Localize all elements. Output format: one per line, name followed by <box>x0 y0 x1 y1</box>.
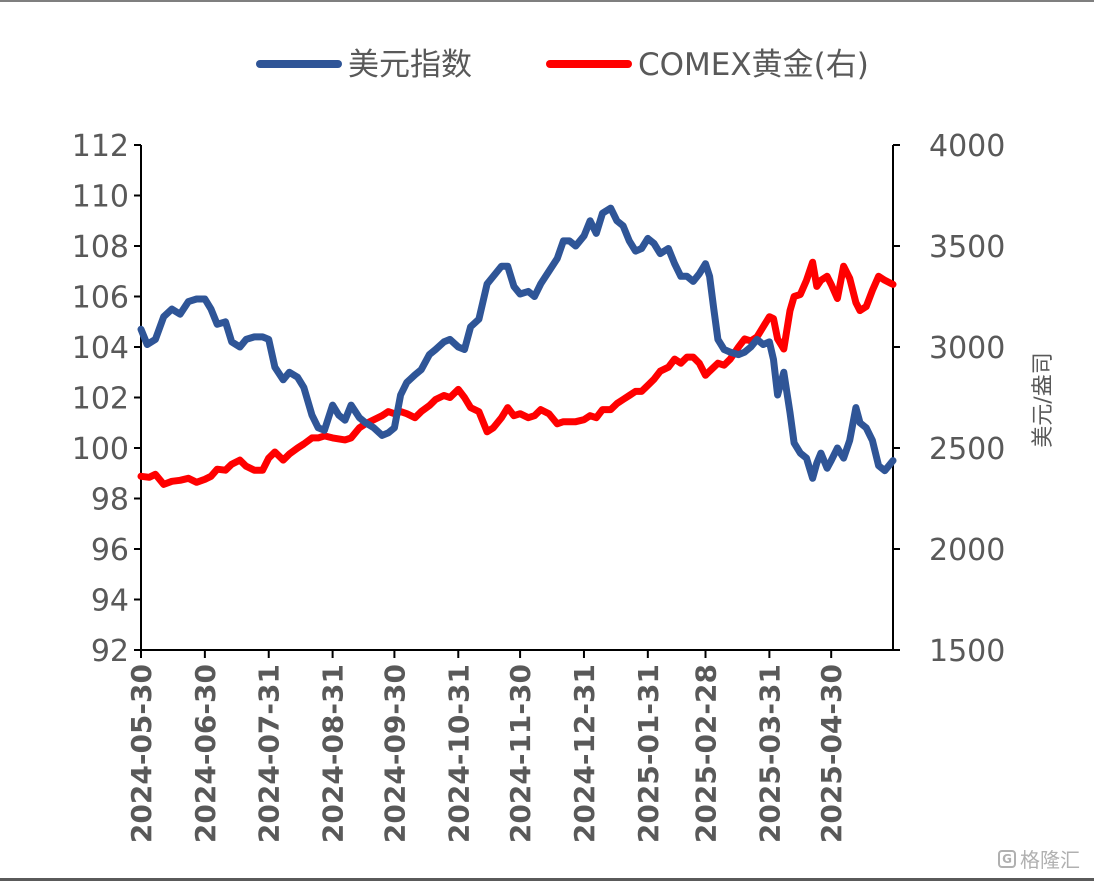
left-tick-label: 112 <box>72 129 129 164</box>
right-axis-label: 美元/盎司 <box>1031 352 1056 447</box>
x-tick-label: 2025-01-31 <box>632 664 665 843</box>
left-axis-ticks: 92 94 96 98 100 102 104 106 108 110 112 <box>72 129 141 669</box>
right-tick-label: 4000 <box>929 129 1005 164</box>
x-tick-label: 2024-05-30 <box>125 664 158 843</box>
left-tick-label: 98 <box>91 483 129 518</box>
right-tick-label: 2500 <box>929 432 1005 467</box>
series-line-dxy <box>137 204 897 482</box>
x-tick-label: 2024-06-30 <box>189 664 222 843</box>
right-tick-label: 3500 <box>929 230 1005 265</box>
left-tick-label: 108 <box>72 230 129 265</box>
x-tick-label: 2024-09-30 <box>378 664 411 843</box>
x-tick-label: 2024-12-31 <box>568 664 601 843</box>
left-tick-label: 92 <box>91 634 129 669</box>
watermark: G 格隆汇 <box>998 844 1080 873</box>
x-tick-label: 2025-02-28 <box>690 664 723 843</box>
left-tick-label: 100 <box>72 432 129 467</box>
left-tick-label: 110 <box>72 180 129 215</box>
x-tick-label: 2024-11-30 <box>504 664 537 843</box>
left-tick-label: 106 <box>72 281 129 316</box>
watermark-logo-icon: G <box>998 849 1016 868</box>
x-tick-label: 2024-08-31 <box>317 664 350 843</box>
legend-label-gold: COMEX黄金(右) <box>638 47 869 83</box>
series-line-gold <box>137 258 897 488</box>
legend: 美元指数 COMEX黄金(右) <box>256 47 869 83</box>
right-tick-label: 1500 <box>929 634 1005 669</box>
x-tick-label: 2024-07-31 <box>253 664 286 843</box>
right-tick-label: 3000 <box>929 331 1005 366</box>
x-tick-label: 2025-04-30 <box>815 664 848 843</box>
axes <box>140 145 894 651</box>
left-tick-label: 104 <box>72 331 129 366</box>
legend-label-dxy: 美元指数 <box>348 47 472 83</box>
x-tick-label: 2025-03-31 <box>753 664 786 843</box>
right-tick-label: 2000 <box>929 533 1005 568</box>
left-tick-label: 96 <box>91 533 129 568</box>
left-tick-label: 94 <box>91 584 129 619</box>
right-axis-ticks: 1500 2000 2500 3000 3500 4000 <box>893 129 1005 669</box>
x-tick-label: 2024-10-31 <box>442 664 475 843</box>
watermark-text: 格隆汇 <box>1020 848 1080 872</box>
series-lines <box>137 204 897 488</box>
left-tick-label: 102 <box>72 382 129 417</box>
x-axis-ticks: 2024-05-30 2024-06-30 2024-07-31 2024-08-31… <box>125 650 848 843</box>
